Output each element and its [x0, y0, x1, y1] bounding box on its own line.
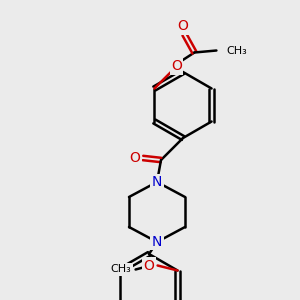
Text: O: O: [177, 20, 188, 34]
Text: N: N: [152, 175, 162, 189]
Text: O: O: [130, 151, 140, 165]
Text: CH₃: CH₃: [226, 46, 247, 56]
Text: N: N: [152, 235, 162, 249]
Text: CH₃: CH₃: [111, 265, 132, 275]
Text: O: O: [171, 59, 182, 74]
Text: O: O: [144, 259, 154, 272]
